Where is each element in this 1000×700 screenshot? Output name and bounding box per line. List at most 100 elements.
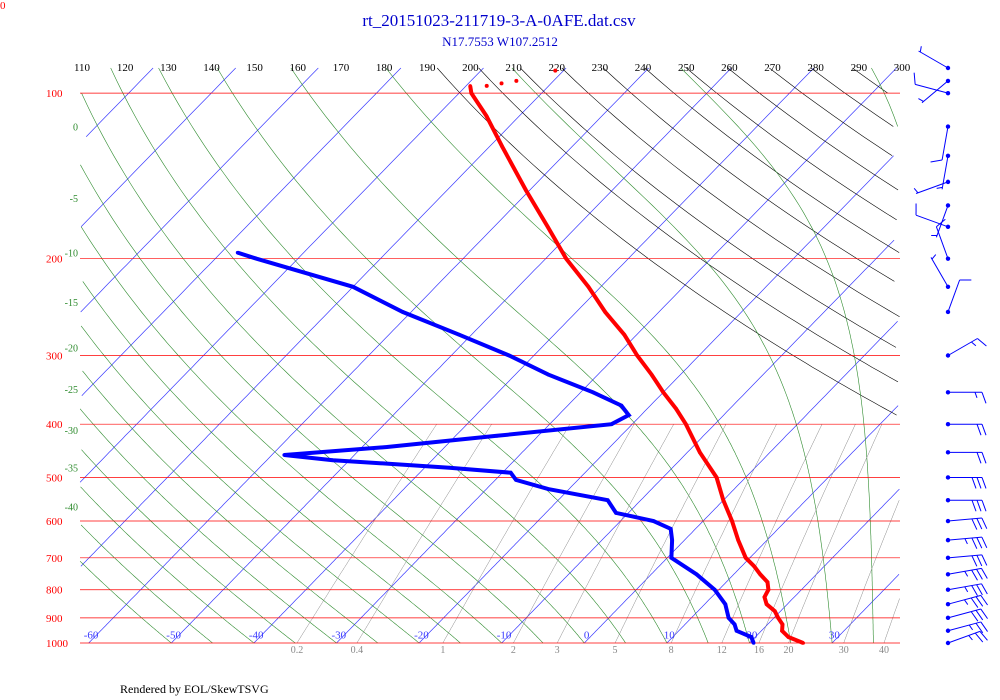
temperature-point xyxy=(622,332,627,337)
isobar-label: 900 xyxy=(46,613,63,625)
isobar-label: 800 xyxy=(46,585,63,597)
temperature-point xyxy=(780,622,785,627)
wind-barb xyxy=(945,608,988,622)
isotherm-line xyxy=(666,405,899,644)
theta-label: 160 xyxy=(290,62,307,74)
isotherm-line xyxy=(171,67,732,644)
isotherm-label: 10 xyxy=(664,630,676,642)
wind-barb xyxy=(945,567,988,581)
theta-label: 270 xyxy=(764,62,781,74)
mixing-ratio-label: 2 xyxy=(511,645,516,656)
mixing-ratio-label: 20 xyxy=(784,645,794,656)
dewpoint-point xyxy=(385,445,389,449)
dry-adiabat-line xyxy=(561,67,900,317)
moist-adiabat-line xyxy=(81,93,585,644)
dewpoint-point xyxy=(514,478,518,482)
wind-barb xyxy=(945,536,988,549)
moist-adiabat-label: -40 xyxy=(65,503,78,514)
mixing-ratio-label: 8 xyxy=(669,645,674,656)
temperature-point xyxy=(469,91,474,95)
dewpoint-point xyxy=(694,572,699,577)
mixing-ratio-label: 5 xyxy=(613,645,618,656)
dry-adiabat-line xyxy=(603,67,895,282)
temperature-point xyxy=(500,144,504,149)
wind-barb xyxy=(936,153,951,190)
theta-label: 300 xyxy=(894,62,911,74)
moist-adiabat-label: -5 xyxy=(70,194,78,205)
mixing-ratio-line xyxy=(883,598,900,644)
moist-adiabat-label: -10 xyxy=(65,249,78,260)
dry-adiabat-line xyxy=(810,67,894,127)
wind-barb xyxy=(915,203,951,229)
mixing-ratio-line xyxy=(442,424,571,644)
theta-label: 110 xyxy=(74,62,91,74)
dewpoint-point xyxy=(235,250,240,255)
dewpoint-point xyxy=(723,602,728,606)
isotherm-label: 30 xyxy=(829,630,841,642)
temperature-point xyxy=(780,628,784,633)
dewpoint-point xyxy=(712,587,717,592)
moist-adiabat-label: -35 xyxy=(65,464,78,475)
moist-adiabat-line xyxy=(80,486,255,644)
isotherm-label: -10 xyxy=(497,630,512,642)
isotherm-line xyxy=(80,67,567,567)
wind-barb xyxy=(918,78,951,104)
theta-label: 120 xyxy=(117,62,134,74)
dewpoint-line xyxy=(236,250,756,644)
footer-credit: Rendered by EOL/SkewTSVG xyxy=(120,682,269,696)
temperature-point xyxy=(523,188,528,192)
temperature-point xyxy=(801,641,805,645)
temperature-point xyxy=(752,564,756,569)
chart-title: rt_20151023-211719-3-A-0AFE.dat.csv xyxy=(362,11,636,30)
isotherm-line xyxy=(88,67,649,644)
dry-adiabat-line xyxy=(478,67,899,383)
isotherm-line xyxy=(80,67,236,228)
temperature-point xyxy=(776,616,780,620)
wind-barb xyxy=(945,390,987,404)
temperature-upper-point xyxy=(553,68,558,73)
theta-label: 140 xyxy=(203,62,220,74)
dewpoint-point xyxy=(669,556,674,560)
chart-subtitle: N17.7553 W107.2512 xyxy=(442,34,558,49)
temperature-upper-point xyxy=(514,78,519,83)
isotherm-line xyxy=(336,67,897,644)
isotherm-line xyxy=(749,488,900,644)
temperature-upper-point xyxy=(484,83,489,88)
isotherm-label: -40 xyxy=(249,630,264,642)
temperature-point xyxy=(635,353,639,358)
isotherm-line xyxy=(831,574,900,644)
isotherm-line xyxy=(85,67,154,137)
dry-adiabat-line xyxy=(644,67,900,253)
temperature-point xyxy=(649,372,654,377)
dewpoint-point xyxy=(749,635,754,639)
temperature-point xyxy=(661,390,666,395)
wind-barb xyxy=(945,583,988,596)
dewpoint-point xyxy=(591,390,595,395)
dewpoint-point xyxy=(619,403,624,408)
isobar-label: 700 xyxy=(46,553,63,565)
dewpoint-point xyxy=(508,470,513,475)
temperature-point xyxy=(730,519,734,523)
dry-adiabat-line xyxy=(686,67,897,221)
wind-barb xyxy=(945,630,988,646)
dewpoint-point xyxy=(447,465,452,470)
moist-adiabat-line xyxy=(871,67,898,127)
moist-adiabat-line xyxy=(80,164,544,644)
wind-barb xyxy=(945,621,988,634)
dewpoint-point xyxy=(351,285,355,289)
wind-barb xyxy=(945,475,987,489)
wind-barb xyxy=(930,254,951,290)
theta-label: 230 xyxy=(592,62,609,74)
moist-adiabat-line xyxy=(110,67,626,644)
dry-adiabat-line xyxy=(520,67,897,348)
moist-adiabat-label: -30 xyxy=(65,426,78,437)
dewpoint-point xyxy=(495,434,499,438)
dewpoint-point xyxy=(626,413,631,417)
temperature-point xyxy=(743,556,748,560)
temperature-point xyxy=(684,422,688,426)
temperature-point xyxy=(484,114,489,118)
dewpoint-point xyxy=(732,622,737,627)
temperature-point xyxy=(468,84,473,88)
moist-adiabat-line xyxy=(158,67,668,644)
